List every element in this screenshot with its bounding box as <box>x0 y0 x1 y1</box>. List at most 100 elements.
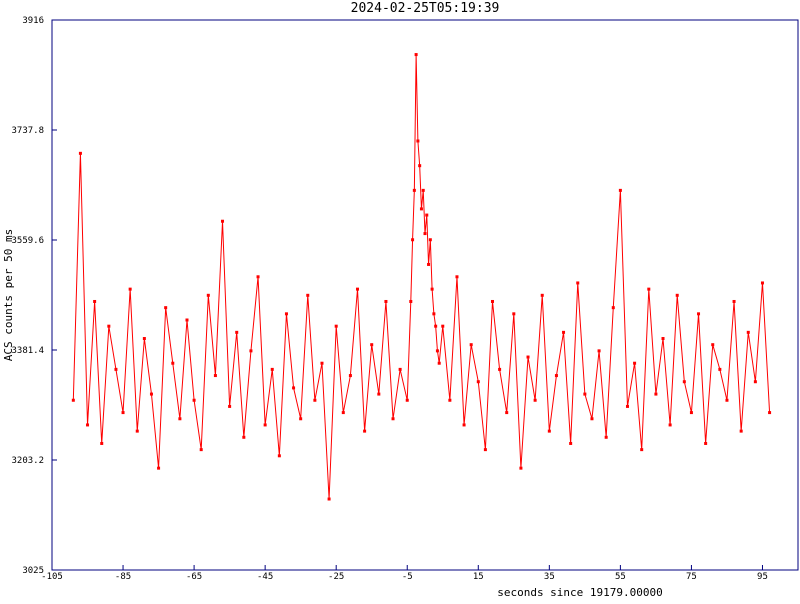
data-point <box>235 330 239 334</box>
data-point <box>391 417 395 421</box>
data-point <box>462 423 466 427</box>
data-point <box>441 324 445 328</box>
data-point <box>533 398 537 402</box>
data-point <box>171 361 175 365</box>
data-point <box>469 343 473 347</box>
data-point <box>768 411 772 415</box>
data-point <box>421 188 425 192</box>
data-point <box>334 324 338 328</box>
data-point <box>526 355 530 359</box>
data-point <box>71 398 75 402</box>
data-point <box>292 386 296 390</box>
data-point <box>341 411 345 415</box>
data-point <box>93 299 97 303</box>
data-point <box>633 361 637 365</box>
data-point <box>437 361 441 365</box>
data-point <box>114 367 118 371</box>
data-point <box>135 429 139 433</box>
data-point <box>647 287 651 291</box>
data-point <box>618 188 622 192</box>
data-point <box>313 398 317 402</box>
x-tick-label: 55 <box>615 572 626 582</box>
data-point <box>435 349 439 353</box>
data-point <box>711 343 715 347</box>
data-point <box>640 448 644 452</box>
x-tick-label: 75 <box>686 572 697 582</box>
data-point <box>547 429 551 433</box>
data-point <box>363 429 367 433</box>
data-point <box>611 306 615 310</box>
data-point <box>221 219 225 223</box>
data-point <box>416 139 420 143</box>
data-point <box>732 299 736 303</box>
data-point <box>128 287 132 291</box>
data-point <box>327 497 331 501</box>
data-point <box>370 343 374 347</box>
data-point <box>430 287 434 291</box>
data-point <box>697 312 701 316</box>
data-point <box>409 299 413 303</box>
data-point <box>228 404 232 408</box>
y-tick-label: 3559.6 <box>11 236 44 246</box>
data-point <box>597 349 601 353</box>
data-point <box>100 441 104 445</box>
data-point <box>483 448 487 452</box>
data-point <box>668 423 672 427</box>
data-point <box>704 441 708 445</box>
data-point <box>753 380 757 384</box>
data-point <box>562 330 566 334</box>
data-point <box>348 374 352 378</box>
data-point <box>299 417 303 421</box>
data-point <box>604 435 608 439</box>
data-point <box>206 293 210 297</box>
data-point <box>270 367 274 371</box>
data-point <box>760 281 764 285</box>
data-point <box>411 238 415 242</box>
data-point <box>121 411 125 415</box>
data-point <box>213 374 217 378</box>
x-tick-label: -85 <box>115 572 131 582</box>
data-point <box>718 367 722 371</box>
data-point <box>519 466 523 470</box>
data-point <box>164 306 168 310</box>
data-point <box>654 392 658 396</box>
x-tick-label: -65 <box>186 572 202 582</box>
data-point <box>249 349 253 353</box>
data-point <box>432 312 436 316</box>
data-point <box>320 361 324 365</box>
data-point <box>512 312 516 316</box>
data-point <box>356 287 360 291</box>
data-point <box>739 429 743 433</box>
data-point <box>689 411 693 415</box>
data-line <box>72 54 771 500</box>
data-point <box>199 448 203 452</box>
data-point <box>306 293 310 297</box>
data-point <box>583 392 587 396</box>
y-tick-label: 3916 <box>22 16 44 26</box>
data-point <box>725 398 729 402</box>
data-point <box>675 293 679 297</box>
data-point <box>490 299 494 303</box>
data-point <box>540 293 544 297</box>
data-point <box>78 151 82 155</box>
data-point <box>590 417 594 421</box>
data-point <box>425 213 429 217</box>
y-tick-label: 3203.2 <box>11 456 44 466</box>
data-point <box>569 441 573 445</box>
data-point <box>157 466 161 470</box>
x-tick-label: 35 <box>544 572 555 582</box>
y-axis-label: ACS counts per 50 ms <box>2 229 15 361</box>
data-point <box>398 367 402 371</box>
data-point <box>476 380 480 384</box>
data-point <box>384 299 388 303</box>
data-point <box>178 417 182 421</box>
x-tick-label: -25 <box>328 572 344 582</box>
data-point <box>263 423 267 427</box>
data-point <box>142 337 146 341</box>
data-point <box>428 238 432 242</box>
y-tick-label: 3025 <box>22 566 44 576</box>
data-point <box>86 423 90 427</box>
x-tick-label: -105 <box>41 572 63 582</box>
data-point <box>427 262 431 266</box>
data-point <box>284 312 288 316</box>
